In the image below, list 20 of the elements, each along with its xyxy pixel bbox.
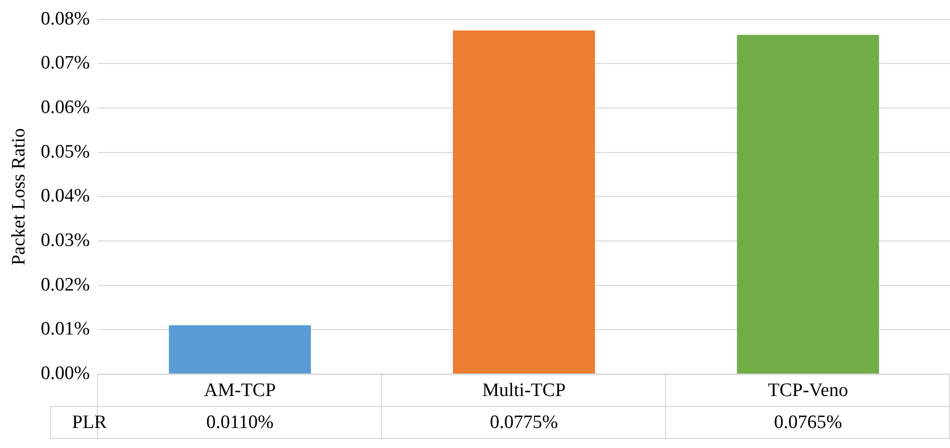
y-tick-label: 0.08% bbox=[40, 8, 90, 30]
y-tick-label: 0.04% bbox=[40, 186, 90, 207]
bar bbox=[736, 34, 879, 374]
bar bbox=[168, 325, 311, 374]
x-tick-label: AM-TCP bbox=[204, 380, 276, 401]
x-tick-label: TCP-Veno bbox=[768, 380, 848, 401]
y-tick-label: 0.02% bbox=[40, 274, 90, 296]
y-tick-label: 0.05% bbox=[40, 141, 90, 162]
y-tick-label: 0.06% bbox=[40, 97, 90, 118]
y-tick-label: 0.01% bbox=[40, 318, 90, 340]
data-label: 0.0110% bbox=[206, 412, 274, 433]
data-label: 0.0765% bbox=[774, 412, 842, 433]
y-tick-label: 0.00% bbox=[40, 362, 90, 384]
y-tick-label: 0.03% bbox=[40, 230, 90, 252]
text: PLR bbox=[72, 412, 108, 433]
x-tick-label: Multi-TCP bbox=[482, 380, 566, 401]
bar bbox=[452, 30, 595, 374]
data-label: 0.0775% bbox=[490, 412, 558, 433]
y-axis-title: Packet Loss Ratio bbox=[8, 128, 30, 266]
y-tick-label: 0.07% bbox=[40, 52, 90, 74]
